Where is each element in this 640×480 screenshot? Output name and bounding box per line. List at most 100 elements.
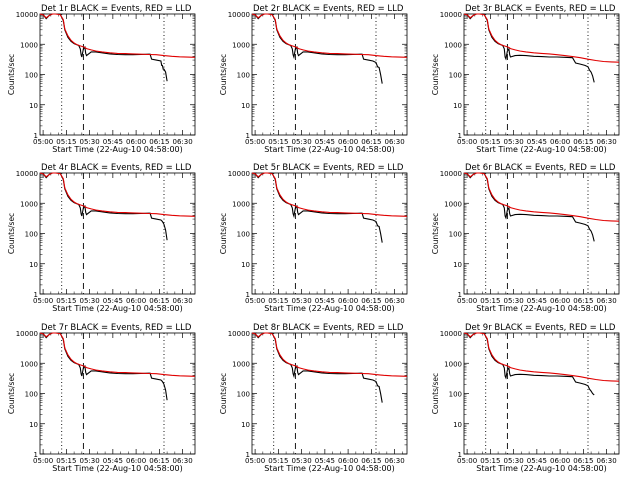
y-tick-label: 100	[449, 231, 462, 239]
x-tick-label: 05:15	[480, 297, 500, 305]
y-tick-label: 10	[453, 102, 462, 110]
x-tick-label: 06:00	[338, 138, 358, 146]
y-axis-label: Counts/sec	[219, 373, 228, 414]
y-tick-label: 1000	[232, 200, 250, 208]
x-tick-label: 05:45	[527, 457, 547, 465]
plot-frame	[463, 13, 620, 136]
panel: Det 5r BLACK = Events, RED = LLD 1 10 100 10…	[219, 163, 408, 313]
x-tick-label: 06:30	[173, 457, 193, 465]
events-series-line	[39, 332, 168, 401]
x-tick-label: 05:30	[504, 138, 524, 146]
x-tick-label: 05:45	[103, 457, 123, 465]
lld-series-line	[463, 13, 620, 63]
panel: Det 7r BLACK = Events, RED = LLD 1 10 100 10…	[7, 323, 196, 473]
x-tick-label: 05:30	[80, 138, 100, 146]
lld-series-line	[251, 13, 408, 58]
x-tick-label: 06:00	[550, 457, 570, 465]
y-tick-label: 1	[458, 451, 462, 459]
lld-series-line	[251, 332, 408, 377]
x-tick-label: 06:15	[361, 457, 381, 465]
lld-series-line	[463, 172, 620, 222]
events-series-line	[251, 13, 383, 84]
y-tick-label: 10000	[16, 11, 38, 19]
y-tick-label: 10	[241, 102, 250, 110]
lld-series-line	[463, 332, 620, 382]
x-tick-label: 05:45	[315, 297, 335, 305]
y-tick-label: 10	[453, 421, 462, 429]
y-tick-label: 1	[458, 132, 462, 140]
x-tick-label: 05:45	[315, 138, 335, 146]
y-axis-label: Counts/sec	[431, 373, 440, 414]
x-tick-label: 06:00	[338, 457, 358, 465]
events-series-line	[251, 172, 383, 243]
x-tick-label: 05:15	[268, 457, 288, 465]
x-tick-label: 06:00	[338, 297, 358, 305]
y-tick-label: 10000	[440, 170, 462, 178]
x-axis-label: Start Time (22-Aug-10 04:58:00)	[264, 304, 395, 313]
x-tick-label: 06:00	[550, 297, 570, 305]
panel: Det 9r BLACK = Events, RED = LLD 1 10 100 10…	[431, 323, 620, 473]
y-axis-label: Counts/sec	[219, 54, 228, 95]
y-tick-label: 10000	[228, 11, 250, 19]
x-tick-label: 06:30	[385, 138, 405, 146]
x-tick-label: 06:30	[173, 138, 193, 146]
y-tick-label: 1	[246, 451, 250, 459]
y-tick-label: 1000	[20, 41, 38, 49]
y-tick-label: 100	[25, 391, 38, 399]
y-tick-label: 1000	[20, 360, 38, 368]
events-series-line	[39, 172, 168, 241]
panel: Det 6r BLACK = Events, RED = LLD 1 10 100 10…	[431, 163, 620, 313]
x-tick-label: 06:15	[573, 138, 593, 146]
lld-series-line	[39, 13, 196, 58]
y-tick-label: 10000	[228, 170, 250, 178]
x-tick-label: 05:15	[56, 138, 76, 146]
x-tick-label: 05:45	[103, 138, 123, 146]
events-series-line	[463, 13, 595, 83]
plot-frame	[463, 172, 620, 295]
x-tick-label: 05:45	[527, 138, 547, 146]
lld-series-line	[251, 172, 408, 217]
panel: Det 8r BLACK = Events, RED = LLD 1 10 100 10…	[219, 323, 408, 473]
y-axis-label: Counts/sec	[431, 54, 440, 95]
y-axis-label: Counts/sec	[7, 54, 16, 95]
x-tick-label: 05:30	[292, 457, 312, 465]
plot-frame	[251, 13, 408, 136]
x-tick-label: 06:00	[126, 138, 146, 146]
panel: Det 3r BLACK = Events, RED = LLD 1 10 100 10…	[431, 4, 620, 154]
panel-title: Det 4r BLACK = Events, RED = LLD	[41, 163, 192, 173]
x-axis-label: Start Time (22-Aug-10 04:58:00)	[476, 145, 607, 154]
y-tick-label: 1000	[444, 41, 462, 49]
x-axis-label: Start Time (22-Aug-10 04:58:00)	[264, 464, 395, 473]
x-tick-label: 06:30	[597, 297, 617, 305]
y-tick-label: 1	[246, 291, 250, 299]
x-axis-label: Start Time (22-Aug-10 04:58:00)	[52, 464, 183, 473]
plot-frame	[39, 13, 196, 136]
x-tick-label: 05:00	[457, 297, 477, 305]
panel-title: Det 1r BLACK = Events, RED = LLD	[41, 4, 192, 14]
x-tick-label: 05:30	[292, 297, 312, 305]
y-tick-label: 100	[25, 231, 38, 239]
x-tick-label: 05:15	[56, 457, 76, 465]
y-axis-label: Counts/sec	[7, 213, 16, 254]
y-axis-label: Counts/sec	[7, 373, 16, 414]
x-tick-label: 06:15	[149, 297, 169, 305]
y-tick-label: 1	[34, 132, 38, 140]
panel-title: Det 2r BLACK = Events, RED = LLD	[253, 4, 404, 14]
y-axis-label: Counts/sec	[431, 213, 440, 254]
x-axis-label: Start Time (22-Aug-10 04:58:00)	[476, 464, 607, 473]
events-series-line	[463, 172, 595, 242]
x-tick-label: 06:00	[126, 297, 146, 305]
x-tick-label: 05:00	[33, 297, 53, 305]
y-tick-label: 10000	[440, 11, 462, 19]
plot-frame	[251, 332, 408, 455]
x-tick-label: 05:45	[103, 297, 123, 305]
y-tick-label: 1	[458, 291, 462, 299]
x-tick-label: 05:45	[527, 297, 547, 305]
y-tick-label: 100	[237, 72, 250, 80]
y-tick-label: 10000	[228, 330, 250, 338]
x-tick-label: 05:00	[33, 457, 53, 465]
events-series-line	[39, 13, 168, 82]
x-tick-label: 06:15	[361, 297, 381, 305]
x-tick-label: 05:30	[80, 457, 100, 465]
